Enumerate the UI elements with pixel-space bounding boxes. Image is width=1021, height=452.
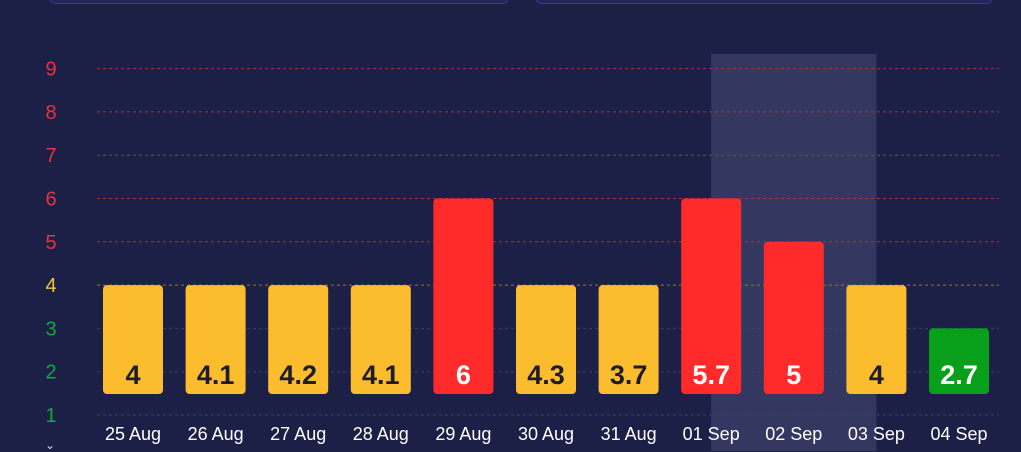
bar-25-aug[interactable]: [103, 285, 163, 394]
value-label-02-sep: 5: [786, 360, 801, 390]
y-tick-label-6: 6: [45, 189, 56, 211]
value-label-28-aug: 4.1: [362, 360, 400, 390]
value-label-29-aug: 6: [456, 360, 471, 390]
bar-04-sep[interactable]: [929, 328, 989, 394]
x-tick-label-28-aug: 28 Aug: [353, 424, 409, 444]
y-tick-label-9: 9: [45, 59, 56, 81]
bar-29-aug[interactable]: [433, 198, 494, 395]
value-label-27-aug: 4.2: [279, 360, 317, 390]
y-tick-label-8: 8: [45, 102, 56, 124]
x-tick-label-27-aug: 27 Aug: [270, 424, 326, 444]
x-tick-label-04-sep: 04 Sep: [930, 424, 987, 444]
y-tick-label-3: 3: [45, 318, 56, 340]
x-tick-label-30-aug: 30 Aug: [518, 424, 574, 444]
value-label-31-aug: 3.7: [610, 360, 648, 390]
value-label-04-sep: 2.7: [940, 360, 978, 390]
bar-01-sep[interactable]: [681, 198, 742, 395]
x-tick-label-25-aug: 25 Aug: [105, 424, 161, 444]
bar-28-aug[interactable]: [350, 285, 411, 394]
x-tick-label-02-sep: 02 Sep: [765, 424, 822, 444]
bar-30-aug[interactable]: [516, 285, 576, 394]
bar-26-aug[interactable]: [185, 285, 246, 394]
y-tick-label-7: 7: [45, 145, 56, 167]
y-tick-label-5: 5: [45, 232, 56, 254]
y-tick-label-1: 1: [45, 405, 56, 427]
bar-27-aug[interactable]: [268, 285, 329, 394]
y-tick-label-4: 4: [45, 275, 56, 297]
value-label-25-aug: 4: [125, 360, 140, 390]
y-tick-label-2: 2: [45, 362, 56, 384]
bar-02-sep[interactable]: [763, 241, 824, 394]
x-tick-label-29-aug: 29 Aug: [435, 424, 491, 444]
bar-03-sep[interactable]: [846, 285, 907, 394]
x-tick-label-03-sep: 03 Sep: [848, 424, 905, 444]
scroll-down-chevron-icon[interactable]: ⌄: [44, 438, 56, 452]
bar-31-aug[interactable]: [598, 285, 659, 394]
x-tick-label-31-aug: 31 Aug: [601, 424, 657, 444]
value-label-01-sep: 5.7: [692, 360, 730, 390]
value-label-26-aug: 4.1: [197, 360, 235, 390]
value-label-30-aug: 4.3: [527, 360, 565, 390]
x-tick-label-26-aug: 26 Aug: [188, 424, 244, 444]
value-label-03-sep: 4: [869, 360, 884, 390]
x-tick-label-01-sep: 01 Sep: [683, 424, 740, 444]
